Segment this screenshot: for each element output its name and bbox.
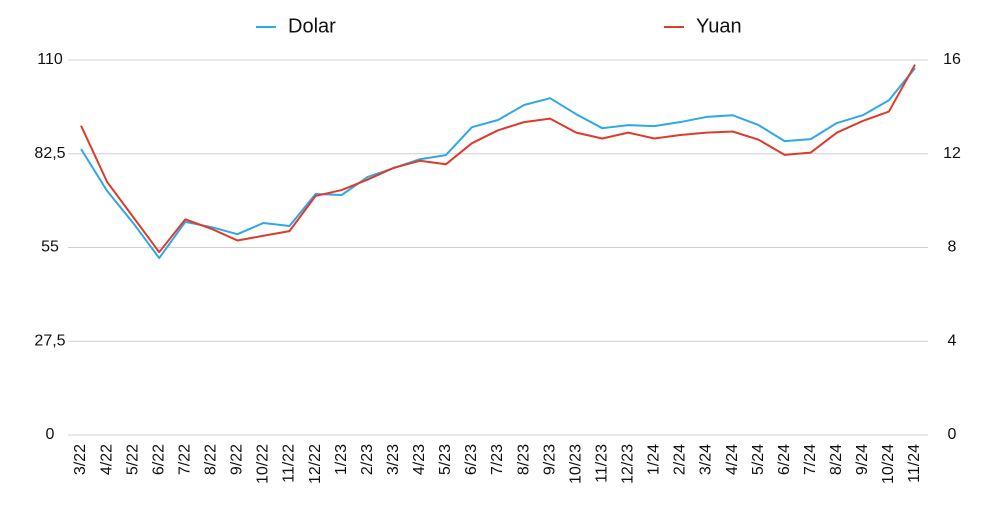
x-tick-label: 9/22 (229, 444, 246, 475)
x-tick-label: 3/23 (385, 444, 402, 475)
legend-label: Yuan (696, 15, 742, 37)
x-tick-label: 6/24 (776, 444, 793, 475)
x-tick-label: 4/24 (724, 444, 741, 475)
x-tick-label: 5/24 (750, 444, 767, 475)
x-tick-label: 4/23 (411, 444, 428, 475)
y2-tick-label: 8 (948, 239, 957, 256)
x-tick-label: 8/22 (203, 444, 220, 475)
x-tick-label: 12/22 (307, 444, 324, 484)
x-tick-label: 1/24 (646, 444, 663, 475)
y-tick-label: 110 (37, 51, 63, 68)
y2-tick-label: 16 (943, 51, 961, 68)
x-tick-label: 7/23 (489, 444, 506, 475)
x-tick-label: 10/24 (880, 444, 897, 484)
x-tick-label: 9/23 (541, 444, 558, 475)
x-tick-label: 6/22 (150, 444, 167, 475)
x-tick-label: 9/24 (854, 444, 871, 475)
y2-tick-label: 4 (948, 332, 957, 349)
y-tick-label: 55 (41, 239, 59, 256)
x-tick-label: 7/22 (176, 444, 193, 475)
x-tick-label: 11/22 (281, 444, 298, 483)
x-tick-label: 3/24 (698, 444, 715, 475)
series-line (80, 64, 916, 254)
x-tick-label: 2/24 (672, 444, 689, 475)
x-tick-label: 10/22 (255, 444, 272, 484)
y2-tick-label: 0 (948, 426, 957, 443)
y-tick-label: 0 (46, 426, 55, 443)
x-tick-label: 5/23 (437, 444, 454, 475)
x-tick-label: 11/24 (906, 444, 923, 483)
x-tick-label: 5/22 (124, 444, 141, 475)
x-tick-label: 4/22 (98, 444, 115, 475)
x-tick-label: 12/23 (620, 444, 637, 484)
x-tick-label: 8/24 (828, 444, 845, 475)
x-tick-label: 6/23 (463, 444, 480, 475)
x-tick-label: 8/23 (515, 444, 532, 475)
x-tick-label: 1/23 (333, 444, 350, 475)
x-tick-label: 7/24 (802, 444, 819, 475)
x-tick-label: 3/22 (72, 444, 89, 475)
y-tick-label: 82,5 (34, 145, 65, 162)
x-tick-label: 2/23 (359, 444, 376, 475)
y-tick-label: 27,5 (34, 332, 65, 349)
series-line (80, 67, 916, 260)
legend-label: Dolar (288, 15, 336, 37)
x-tick-label: 11/23 (593, 444, 610, 483)
x-tick-label: 10/23 (567, 444, 584, 484)
y2-tick-label: 12 (943, 145, 961, 162)
